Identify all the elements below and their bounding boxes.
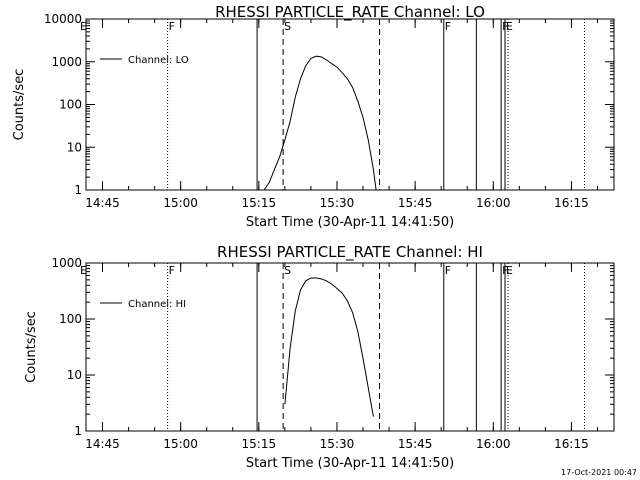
- x-tick-label: 16:15: [554, 437, 589, 451]
- x-tick-label: 15:15: [242, 196, 277, 210]
- y-axis-label: Counts/sec: [24, 311, 39, 383]
- y-tick-label: 100: [59, 98, 82, 112]
- y-tick-label: 100: [59, 312, 82, 326]
- legend-label: Channel: HI: [128, 299, 186, 310]
- x-tick-label: 15:45: [398, 196, 433, 210]
- event-marker-label: F: [445, 20, 451, 33]
- panel-hi: RHESSI PARTICLE_RATE Channel: HI Start Ti…: [24, 243, 615, 471]
- x-tick-label: 14:45: [85, 437, 120, 451]
- event-marker-label: F: [169, 264, 175, 277]
- event-marker-label: S: [284, 264, 291, 277]
- corner-event-label: E: [80, 264, 87, 277]
- y-axis-label: Counts/sec: [12, 69, 27, 141]
- x-tick-label: 15:00: [163, 196, 198, 210]
- x-tick-label: 16:00: [476, 437, 511, 451]
- event-marker-label: E: [506, 20, 513, 33]
- plot-frame: [85, 18, 615, 191]
- y-tick-label: 1000: [51, 55, 82, 69]
- x-tick-label: 15:30: [320, 196, 355, 210]
- event-marker-label: E: [506, 264, 513, 277]
- x-tick-label: 16:00: [476, 196, 511, 210]
- y-tick-label: 10000: [44, 12, 82, 26]
- x-tick-label: 15:45: [398, 437, 433, 451]
- x-tick-label: 15:30: [320, 437, 355, 451]
- event-marker-label: S: [284, 20, 291, 33]
- panel-lo: RHESSI PARTICLE_RATE Channel: LO Start Ti…: [12, 3, 615, 230]
- corner-event-label: E: [80, 20, 87, 33]
- x-tick-label: 15:00: [163, 437, 198, 451]
- event-marker-label: F: [169, 20, 175, 33]
- plot-frame: [85, 262, 615, 432]
- x-tick-label: 14:45: [85, 196, 120, 210]
- chart-title: RHESSI PARTICLE_RATE Channel: LO: [215, 3, 485, 22]
- x-axis-label: Start Time (30-Apr-11 14:41:50): [246, 215, 454, 230]
- y-tick-label: 1: [74, 183, 82, 197]
- series-line: [284, 277, 374, 417]
- y-tick-label: 1: [74, 424, 82, 438]
- y-tick-label: 1000: [51, 256, 82, 270]
- x-tick-label: 16:15: [554, 196, 589, 210]
- footer-timestamp: 17-Oct-2021 00:47: [561, 468, 637, 477]
- series-line: [263, 55, 377, 191]
- x-tick-label: 15:15: [242, 437, 277, 451]
- event-marker-label: F: [445, 264, 451, 277]
- x-axis-label: Start Time (30-Apr-11 14:41:50): [246, 456, 454, 471]
- y-tick-label: 10: [67, 368, 82, 382]
- chart-title: RHESSI PARTICLE_RATE Channel: HI: [217, 243, 483, 262]
- legend-label: Channel: LO: [128, 55, 189, 66]
- y-tick-label: 10: [67, 140, 82, 154]
